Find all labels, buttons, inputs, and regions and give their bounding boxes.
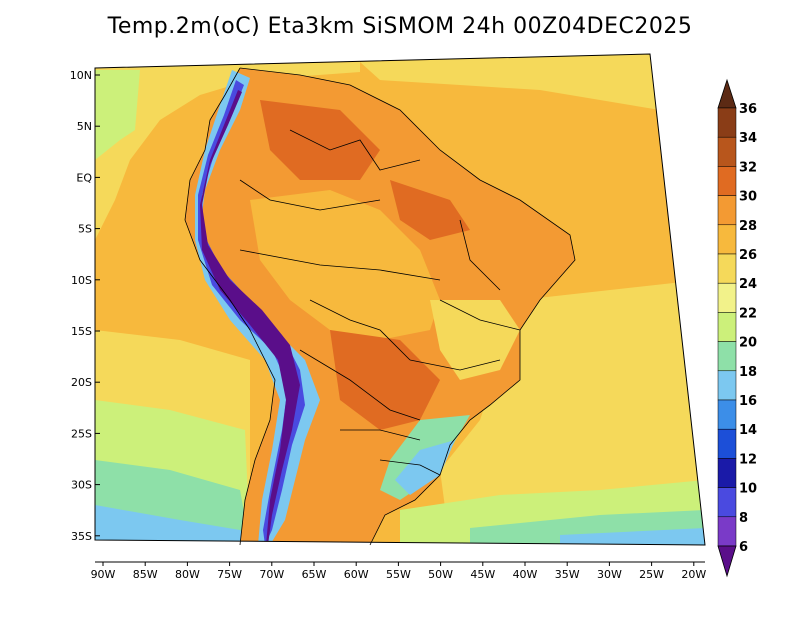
- lon-label: 75W: [217, 568, 242, 581]
- lon-label: 20W: [681, 568, 706, 581]
- colorbar-segment: [717, 487, 737, 518]
- colorbar-segment: [717, 282, 737, 313]
- colorbar-label: 12: [739, 452, 757, 467]
- colorbar-label: 36: [739, 102, 757, 117]
- lat-label: 5N: [77, 120, 92, 133]
- lat-label: 5S: [78, 223, 92, 236]
- colorbar-segment: [717, 224, 737, 255]
- lon-label: 35W: [555, 568, 580, 581]
- colorbar-segment: [717, 166, 737, 196]
- colorbar-segment: [717, 516, 737, 547]
- longitude-axis: 90W 85W 80W 75W 70W 65W 60W 55W 50W 45W 40W 35W 30W 2…: [91, 561, 706, 581]
- colorbar-label: 20: [739, 336, 757, 351]
- colorbar-segment: [717, 253, 737, 284]
- colorbar-label: 16: [739, 394, 757, 409]
- lon-label: 45W: [470, 568, 495, 581]
- lat-label: 35S: [71, 530, 92, 543]
- temperature-field: [95, 54, 705, 545]
- colorbar-bottom-arrow: [717, 545, 737, 578]
- colorbar-label: 6: [739, 540, 748, 555]
- lon-label: 70W: [259, 568, 284, 581]
- colorbar-segment: [717, 312, 737, 342]
- colorbar-label: 22: [739, 306, 757, 321]
- lon-label: 25W: [639, 568, 664, 581]
- colorbar-label: 30: [739, 190, 757, 205]
- lat-label: 20S: [71, 376, 92, 389]
- lon-label: 30W: [597, 568, 622, 581]
- colorbar-label: 10: [739, 482, 757, 497]
- colorbar-label: 26: [739, 248, 757, 263]
- colorbar-segment: [717, 370, 737, 401]
- lon-label: 60W: [344, 568, 369, 581]
- colorbar-segment: [717, 341, 737, 372]
- lon-label: 85W: [133, 568, 158, 581]
- colorbar-segment: [717, 136, 737, 167]
- colorbar-top-arrow: [717, 78, 737, 109]
- political-borders: [184, 67, 576, 546]
- lon-label: 55W: [386, 568, 411, 581]
- lat-label: 15S: [71, 325, 92, 338]
- colorbar: 36 34 32 30 28 26 24 22 20 18 16 14 12 10 8 6: [717, 78, 757, 578]
- lon-label: 80W: [175, 568, 200, 581]
- lon-label: 65W: [302, 568, 327, 581]
- lat-label: 30S: [71, 479, 92, 492]
- colorbar-segment: [717, 458, 737, 488]
- colorbar-label: 34: [739, 131, 757, 146]
- colorbar-label: 24: [739, 277, 757, 292]
- colorbar-label: 8: [739, 511, 748, 526]
- colorbar-label: 32: [739, 160, 757, 175]
- lat-label: 10N: [70, 69, 92, 82]
- lat-label: EQ: [76, 171, 92, 184]
- colorbar-label: 14: [739, 423, 757, 438]
- lon-label: 40W: [513, 568, 538, 581]
- lon-label: 90W: [91, 568, 116, 581]
- lat-label: 10S: [71, 274, 92, 287]
- colorbar-label: 28: [739, 219, 757, 234]
- colorbar-segment: [717, 399, 737, 430]
- latitude-axis: 10N 5N EQ 5S 10S 15S 20S 25S 30S 35S: [70, 69, 100, 543]
- colorbar-segment: [717, 195, 737, 226]
- lat-label: 25S: [71, 427, 92, 440]
- colorbar-label: 18: [739, 365, 757, 380]
- lon-label: 50W: [428, 568, 453, 581]
- map-title: Temp.2m(oC) Eta3km SiSMOM 24h 00Z04DEC20…: [107, 14, 693, 39]
- colorbar-segment: [717, 428, 737, 459]
- colorbar-segment: [717, 107, 737, 138]
